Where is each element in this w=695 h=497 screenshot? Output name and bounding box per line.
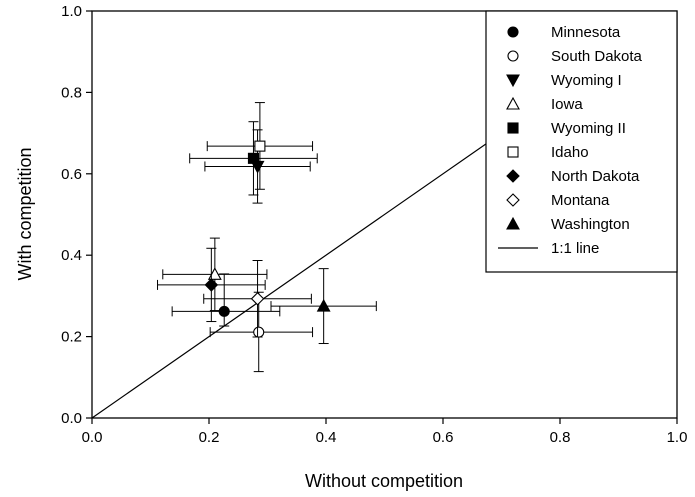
x-tick-label: 0.8	[550, 429, 571, 446]
legend-marker-montana	[506, 193, 520, 207]
series-north-dakota	[157, 247, 266, 323]
data-point-wyoming-ii	[247, 152, 260, 164]
data-point-south-dakota	[253, 326, 265, 338]
plot-area: 0.0 0.2 0.4 0.6 0.8 1.0 0.0 0.2 0.4 0.6 0.8 1.0	[61, 3, 687, 446]
legend-marker-washington	[506, 216, 520, 230]
x-axis-title: Without competition	[305, 471, 463, 491]
legend-marker-south-dakota	[507, 50, 519, 62]
legend-label-south-dakota: South Dakota	[551, 48, 643, 65]
data-point-idaho	[254, 140, 266, 152]
y-tick-label: 0.4	[61, 247, 82, 264]
data-point-iowa	[207, 267, 222, 280]
legend-label-idaho: Idaho	[551, 144, 589, 161]
y-tick-label: 0.8	[61, 84, 82, 101]
series-montana	[203, 259, 312, 338]
legend-marker-iowa	[506, 96, 520, 110]
legend-label-montana: Montana	[551, 192, 610, 209]
data-point-north-dakota	[204, 278, 219, 292]
series-minnesota	[171, 273, 281, 327]
x-tick-label: 1.0	[667, 429, 688, 446]
y-tick-label: 0.0	[61, 410, 82, 427]
x-tick-label: 0.4	[316, 429, 337, 446]
y-axis-title: With competition	[15, 147, 35, 280]
legend-marker-idaho	[507, 146, 519, 158]
x-tick-label: 0.6	[433, 429, 454, 446]
legend-label-one-to-one: 1:1 line	[551, 240, 599, 257]
series-iowa	[162, 237, 268, 312]
y-tick-label: 0.2	[61, 329, 82, 346]
data-point-minnesota	[218, 305, 230, 317]
legend: Minnesota South Dakota Wyoming I Iowa Wyomin…	[485, 10, 678, 273]
legend-marker-north-dakota	[506, 169, 520, 183]
legend-label-minnesota: Minnesota	[551, 24, 621, 41]
one-to-one-line	[91, 132, 502, 419]
legend-marker-wyoming-i	[506, 74, 520, 88]
legend-label-iowa: Iowa	[551, 96, 583, 113]
series-washington	[270, 268, 377, 345]
legend-label-wyoming-i: Wyoming I	[551, 72, 622, 89]
legend-label-washington: Washington	[551, 216, 630, 233]
data-point-montana	[250, 291, 265, 306]
series-idaho	[206, 102, 314, 190]
legend-label-north-dakota: North Dakota	[551, 168, 640, 185]
x-tick-label: 0.0	[82, 429, 103, 446]
legend-marker-minnesota	[507, 26, 519, 38]
series-wyoming-ii	[189, 121, 318, 196]
x-tick-label: 0.2	[199, 429, 220, 446]
y-tick-label: 0.6	[61, 166, 82, 183]
legend-marker-wyoming-ii	[507, 122, 519, 134]
data-point-washington	[316, 298, 331, 312]
legend-label-wyoming-ii: Wyoming II	[551, 120, 626, 137]
series-south-dakota	[209, 291, 314, 373]
y-tick-label: 1.0	[61, 3, 82, 20]
